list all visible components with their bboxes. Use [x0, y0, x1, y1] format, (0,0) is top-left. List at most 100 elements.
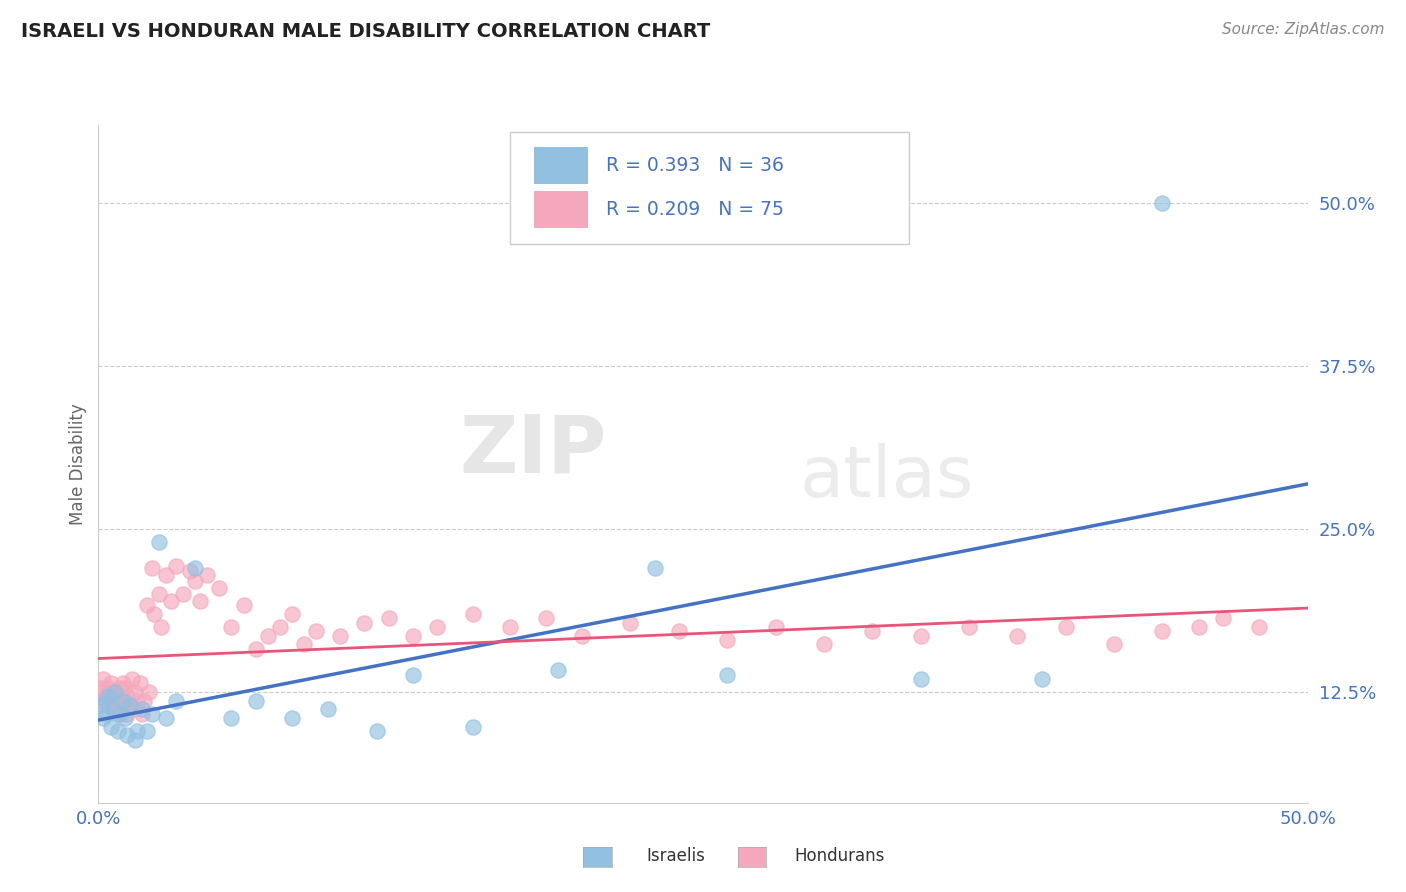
Point	[910, 672, 932, 686]
Point	[1102, 637, 1125, 651]
Text: atlas: atlas	[800, 443, 974, 512]
Point	[402, 668, 425, 682]
Point	[124, 702, 146, 716]
Point	[131, 702, 153, 716]
Point	[463, 607, 485, 621]
Point	[184, 561, 207, 575]
Point	[90, 694, 112, 708]
Point	[1152, 624, 1174, 638]
Point	[292, 637, 315, 651]
Point	[134, 694, 156, 708]
Point	[957, 620, 980, 634]
Point	[172, 587, 194, 601]
Point	[117, 707, 139, 722]
Point	[1188, 620, 1211, 634]
Point	[97, 681, 120, 695]
Point	[329, 629, 352, 643]
Point	[463, 720, 485, 734]
Point	[668, 624, 690, 638]
Point	[269, 620, 291, 634]
Point	[135, 724, 157, 739]
Point	[547, 663, 569, 677]
Point	[716, 668, 738, 682]
Point	[101, 694, 124, 708]
Text: R = 0.209   N = 75: R = 0.209 N = 75	[606, 200, 785, 219]
Point	[124, 685, 146, 699]
Point	[108, 707, 131, 722]
Point	[155, 567, 177, 582]
Point	[195, 567, 218, 582]
Point	[104, 702, 127, 716]
Point	[1212, 610, 1234, 624]
Point	[94, 694, 117, 708]
Point	[165, 694, 187, 708]
Point	[118, 698, 141, 712]
Point	[160, 593, 183, 607]
Point	[90, 698, 112, 712]
Bar	[534, 191, 588, 228]
Point	[141, 707, 163, 722]
Point	[131, 707, 153, 722]
Point	[97, 698, 120, 712]
Text: R = 0.393   N = 36: R = 0.393 N = 36	[606, 156, 785, 175]
Point	[128, 676, 150, 690]
Point	[498, 620, 520, 634]
Point	[100, 720, 122, 734]
Point	[124, 733, 146, 747]
Point	[534, 610, 557, 624]
Point	[121, 672, 143, 686]
Point	[281, 711, 304, 725]
Point	[281, 607, 304, 621]
Point	[117, 728, 139, 742]
Point	[1007, 629, 1029, 643]
Point	[138, 685, 160, 699]
Point	[135, 598, 157, 612]
Point	[91, 672, 114, 686]
Point	[208, 581, 231, 595]
Point	[619, 615, 641, 630]
Point	[127, 724, 149, 739]
Point	[377, 610, 399, 624]
Point	[143, 607, 166, 621]
Point	[104, 685, 127, 699]
Point	[104, 689, 127, 703]
Point	[910, 629, 932, 643]
Point	[245, 694, 267, 708]
Point	[245, 642, 267, 657]
Point	[91, 685, 114, 699]
Point	[316, 702, 339, 716]
Point	[141, 561, 163, 575]
Point	[94, 707, 117, 722]
Text: Hondurans: Hondurans	[794, 847, 884, 865]
Point	[366, 724, 388, 739]
Point	[1054, 620, 1077, 634]
Point	[150, 620, 173, 634]
Point	[111, 698, 134, 712]
Point	[353, 615, 375, 630]
Point	[1152, 196, 1174, 211]
Point	[184, 574, 207, 589]
Text: Israelis: Israelis	[647, 847, 706, 865]
Point	[256, 629, 278, 643]
Point	[114, 711, 136, 725]
Text: ZIP: ZIP	[458, 411, 606, 490]
Point	[127, 694, 149, 708]
Point	[765, 620, 787, 634]
Point	[94, 689, 117, 703]
Point	[402, 629, 425, 643]
Point	[107, 707, 129, 722]
Point	[1031, 672, 1053, 686]
Point	[90, 681, 112, 695]
Point	[644, 561, 666, 575]
Bar	[534, 146, 588, 184]
Point	[107, 724, 129, 739]
Point	[221, 620, 243, 634]
Point	[108, 694, 131, 708]
Point	[232, 598, 254, 612]
Point	[91, 711, 114, 725]
Point	[716, 632, 738, 647]
Y-axis label: Male Disability: Male Disability	[69, 403, 87, 524]
Point	[111, 694, 134, 708]
Point	[813, 637, 835, 651]
Point	[117, 689, 139, 703]
